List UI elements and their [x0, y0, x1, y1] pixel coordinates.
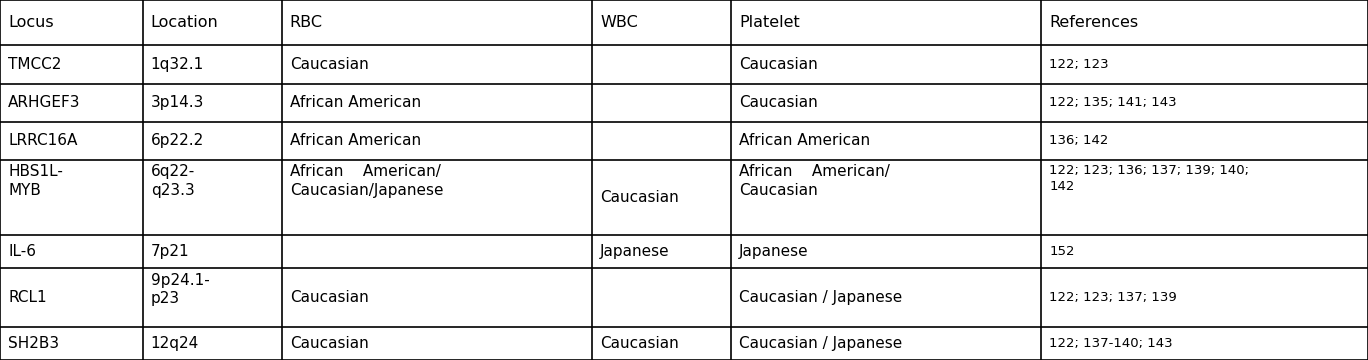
Text: 122; 123; 136; 137; 139; 140;
142: 122; 123; 136; 137; 139; 140; 142	[1049, 164, 1249, 193]
Text: Caucasian / Japanese: Caucasian / Japanese	[739, 290, 903, 305]
Text: 136; 142: 136; 142	[1049, 134, 1108, 147]
Text: 12q24: 12q24	[150, 336, 198, 351]
Text: RCL1: RCL1	[8, 290, 47, 305]
Text: ARHGEF3: ARHGEF3	[8, 95, 81, 110]
Text: 6p22.2: 6p22.2	[150, 133, 204, 148]
Text: Japanese: Japanese	[739, 244, 808, 259]
Text: Location: Location	[150, 15, 219, 30]
Text: RBC: RBC	[290, 15, 323, 30]
Text: Platelet: Platelet	[739, 15, 800, 30]
Text: Caucasian: Caucasian	[601, 190, 679, 205]
Text: African American: African American	[290, 133, 421, 148]
Text: Caucasian: Caucasian	[739, 57, 818, 72]
Text: 122; 135; 141; 143: 122; 135; 141; 143	[1049, 96, 1176, 109]
Text: African    American/
Caucasian: African American/ Caucasian	[739, 164, 891, 198]
Text: 7p21: 7p21	[150, 244, 189, 259]
Text: Caucasian / Japanese: Caucasian / Japanese	[739, 336, 903, 351]
Text: 3p14.3: 3p14.3	[150, 95, 204, 110]
Text: 122; 123; 137; 139: 122; 123; 137; 139	[1049, 291, 1176, 304]
Text: 122; 123: 122; 123	[1049, 58, 1109, 71]
Text: SH2B3: SH2B3	[8, 336, 59, 351]
Text: Caucasian: Caucasian	[290, 336, 368, 351]
Text: IL-6: IL-6	[8, 244, 36, 259]
Text: 152: 152	[1049, 245, 1075, 258]
Text: 9p24.1-
p23: 9p24.1- p23	[150, 273, 209, 306]
Text: Caucasian: Caucasian	[739, 95, 818, 110]
Text: 6q22-
q23.3: 6q22- q23.3	[150, 164, 196, 198]
Text: African American: African American	[739, 133, 870, 148]
Text: References: References	[1049, 15, 1138, 30]
Text: HBS1L-
MYB: HBS1L- MYB	[8, 164, 63, 198]
Text: WBC: WBC	[601, 15, 637, 30]
Text: Caucasian: Caucasian	[601, 336, 679, 351]
Text: 1q32.1: 1q32.1	[150, 57, 204, 72]
Text: African American: African American	[290, 95, 421, 110]
Text: Japanese: Japanese	[601, 244, 669, 259]
Text: Caucasian: Caucasian	[290, 290, 368, 305]
Text: 122; 137-140; 143: 122; 137-140; 143	[1049, 337, 1172, 350]
Text: African    American/
Caucasian/Japanese: African American/ Caucasian/Japanese	[290, 164, 443, 198]
Text: Locus: Locus	[8, 15, 53, 30]
Text: LRRC16A: LRRC16A	[8, 133, 78, 148]
Text: TMCC2: TMCC2	[8, 57, 62, 72]
Text: Caucasian: Caucasian	[290, 57, 368, 72]
